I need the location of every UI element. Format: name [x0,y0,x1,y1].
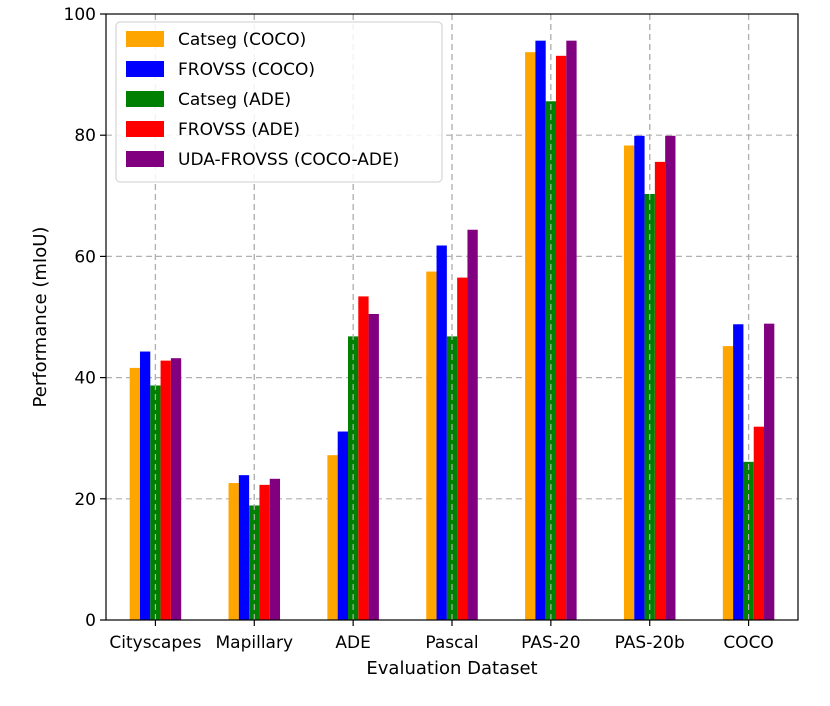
bar-cityscapes-frovss-ade- [160,360,171,620]
bar-cityscapes-frovss-coco- [139,351,151,620]
bar-coco-frovss-coco- [733,324,744,620]
bar-pascal-frovss-coco- [436,245,447,620]
y-tick-label-20: 20 [74,490,96,510]
bar-coco-catseg-ade- [743,461,754,620]
bar-mapillary-catseg-coco- [228,483,239,620]
bar-pas-20-frovss-ade- [556,55,567,620]
y-tick-label-40: 40 [74,369,96,389]
bar-cityscapes-catseg-ade- [150,385,161,620]
axes: 0 20 40 60 80 100 Cityscapes Mapillary ADE Pascal… [64,5,799,653]
x-tick-label-Pascal: Pascal [425,633,478,653]
x-axis-title: Evaluation Dataset [366,658,537,679]
bar-pas-20b-uda-frovss-coco-ade- [665,135,676,620]
bar-cityscapes-catseg-coco- [129,367,140,620]
bar-pas-20b-catseg-coco- [623,145,635,620]
x-tick-label-ADE: ADE [335,633,370,653]
x-tick-label-Cityscapes: Cityscapes [109,633,201,653]
bar-ade-frovss-ade- [358,296,369,620]
legend-swatch-0 [126,31,164,47]
bar-pas-20-frovss-coco- [535,40,546,620]
legend-swatch-1 [126,61,164,77]
bar-pas-20-catseg-coco- [525,52,536,621]
y-axis-title: Performance (mIoU) [30,227,51,408]
bar-pascal-uda-frovss-coco-ade- [467,229,478,620]
legend-swatch-2 [126,91,164,107]
bars [129,14,775,621]
legend-label-1: FROVSS (COCO) [178,60,315,80]
x-tick-label-Mapillary: Mapillary [216,633,294,653]
bar-pas-20-uda-frovss-coco-ade- [566,40,577,620]
legend-box [115,21,443,183]
y-tick-label-0: 0 [85,611,96,631]
bar-ade-uda-frovss-coco-ade- [368,313,379,620]
legend: Catseg (COCO) FROVSS (COCO) Catseg (ADE) FR… [115,21,443,183]
legend-swatch-4 [126,151,164,167]
bar-pas-20-catseg-ade- [545,101,557,621]
y-tick-label-60: 60 [74,247,96,267]
legend-label-0: Catseg (COCO) [178,30,306,50]
bar-coco-uda-frovss-coco-ade- [764,323,775,620]
legend-label-3: FROVSS (ADE) [178,120,300,140]
y-tick-label-100: 100 [64,5,96,25]
legend-label-4: UDA-FROVSS (COCO-ADE) [178,150,399,170]
bar-coco-frovss-ade- [753,426,765,620]
bar-mapillary-catseg-ade- [249,505,260,620]
bar-pas-20b-frovss-coco- [634,135,645,620]
bar-mapillary-frovss-coco- [238,475,250,620]
bar-pas-20b-frovss-ade- [654,161,666,620]
bar-coco-catseg-coco- [722,346,734,620]
x-tick-label-PAS-20b: PAS-20b [615,633,685,653]
x-tick-label-COCO: COCO [723,633,774,653]
legend-swatch-3 [126,121,164,137]
bar-pascal-frovss-ade- [457,277,468,620]
bar-cityscapes-uda-frovss-coco-ade- [170,358,182,620]
legend-label-2: Catseg (ADE) [178,90,291,110]
bar-mapillary-frovss-ade- [259,484,270,620]
bar-ade-frovss-coco- [337,431,348,620]
bar-pascal-catseg-coco- [426,271,437,620]
x-tick-label-PAS-20: PAS-20 [521,633,580,653]
bar-mapillary-uda-frovss-coco-ade- [269,478,281,620]
y-tick-label-80: 80 [74,126,96,146]
bar-ade-catseg-coco- [327,455,338,620]
